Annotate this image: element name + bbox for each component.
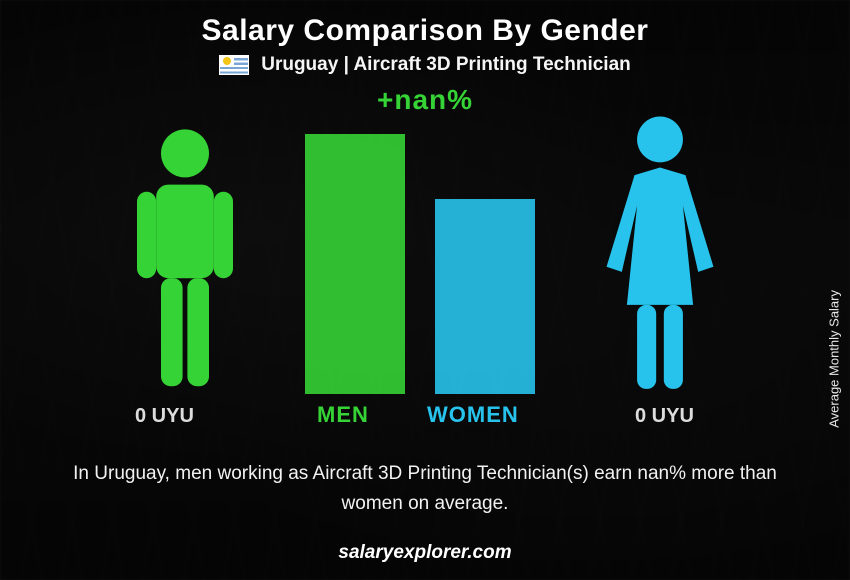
male-figure-icon: [125, 124, 245, 394]
chart-area: +nan% 0 UYU MEN WOMEN 0 UYU: [115, 104, 735, 434]
men-label: MEN: [317, 402, 369, 428]
content-root: Salary Comparison By Gender Uruguay | Ai…: [0, 0, 850, 580]
bar-men: [305, 134, 405, 394]
bar-women: [435, 199, 535, 394]
summary-text: In Uruguay, men working as Aircraft 3D P…: [55, 459, 795, 518]
female-figure-icon: [595, 114, 725, 394]
footer-source: salaryexplorer.com: [338, 542, 511, 564]
delta-label: +nan%: [377, 84, 473, 116]
y-axis-label: Average Monthly Salary: [827, 290, 842, 428]
men-value: 0 UYU: [135, 405, 194, 428]
subtitle-row: Uruguay | Aircraft 3D Printing Technicia…: [0, 54, 850, 76]
subtitle-text: Uruguay | Aircraft 3D Printing Technicia…: [261, 54, 631, 76]
women-label: WOMEN: [427, 402, 519, 428]
women-value: 0 UYU: [635, 405, 694, 428]
uruguay-flag-icon: [219, 55, 249, 75]
page-title: Salary Comparison By Gender: [0, 0, 850, 48]
